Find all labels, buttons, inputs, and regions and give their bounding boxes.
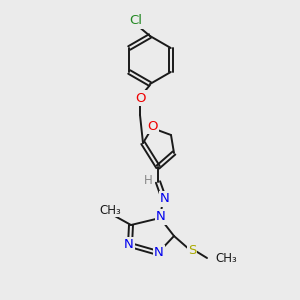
Text: N: N [160,193,170,206]
Text: Cl: Cl [130,14,142,28]
Text: N: N [124,238,134,251]
Text: CH₃: CH₃ [99,203,121,217]
Text: N: N [154,247,164,260]
Text: CH₃: CH₃ [215,253,237,266]
Text: O: O [148,119,158,133]
Text: O: O [136,92,146,104]
Text: S: S [188,244,196,256]
Text: H: H [144,175,152,188]
Text: N: N [156,211,166,224]
